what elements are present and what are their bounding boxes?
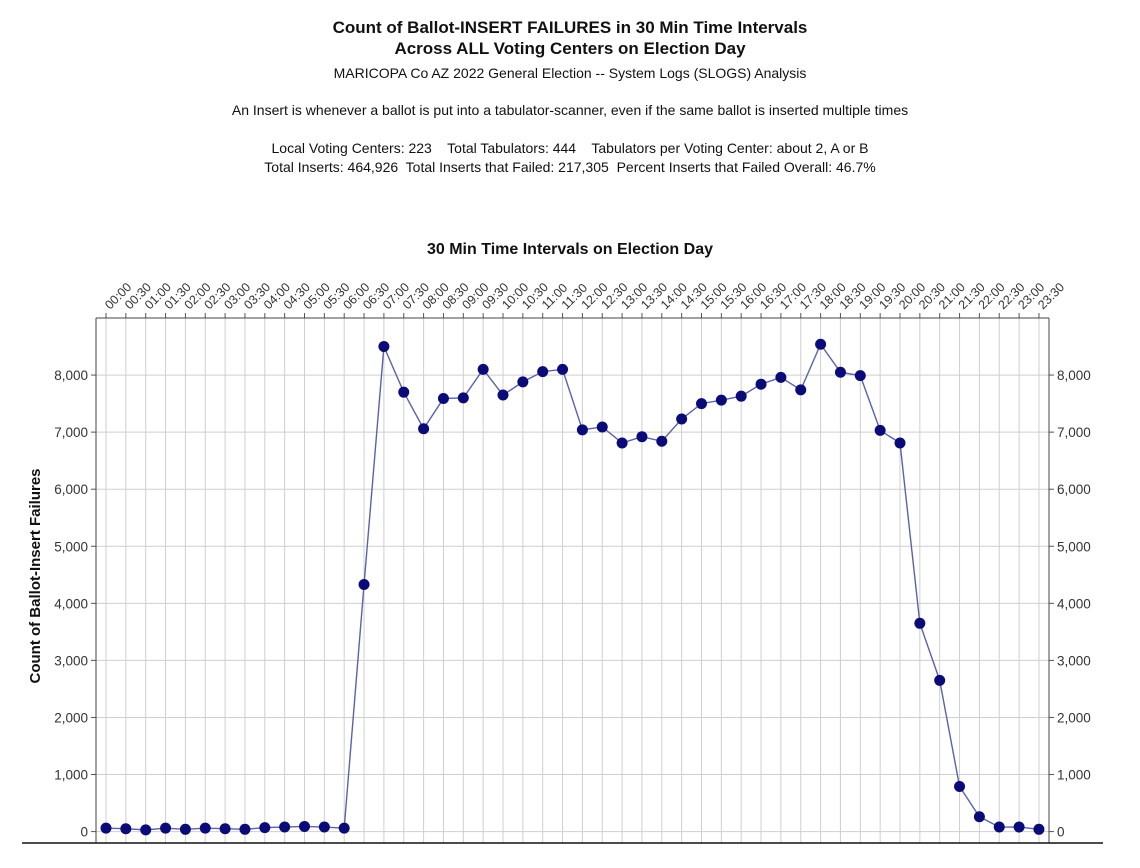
data-point xyxy=(398,386,410,398)
y-tick-label-left: 0 xyxy=(80,825,88,840)
y-tick-label-right: 3,000 xyxy=(1057,653,1091,668)
series-line xyxy=(105,342,1040,831)
data-point xyxy=(537,366,549,378)
data-point xyxy=(457,392,469,404)
data-point xyxy=(934,674,946,686)
data-point xyxy=(1013,821,1025,833)
data-point xyxy=(477,363,489,375)
chart-title-line-2: Across ALL Voting Centers on Election Da… xyxy=(394,39,746,58)
data-point xyxy=(735,390,747,402)
y-tick-label-right: 5,000 xyxy=(1057,539,1091,554)
y-tick-label-left: 6,000 xyxy=(54,482,88,497)
data-point xyxy=(140,824,152,836)
data-point xyxy=(120,823,132,835)
y-tick-label-left: 5,000 xyxy=(54,539,88,554)
data-point xyxy=(656,435,668,447)
stats-line-2: Total Inserts: 464,926 Total Inserts tha… xyxy=(264,159,876,175)
chart-subtitle: MARICOPA Co AZ 2022 General Election -- … xyxy=(333,65,807,81)
grid-lines xyxy=(96,318,1049,843)
data-point xyxy=(418,423,430,435)
data-point xyxy=(616,437,628,449)
data-point xyxy=(834,366,846,378)
data-point xyxy=(100,822,112,834)
data-point xyxy=(954,781,966,793)
data-point xyxy=(715,394,727,406)
data-point xyxy=(576,424,588,436)
y-tick-label-left: 8,000 xyxy=(54,368,88,383)
data-point xyxy=(239,823,251,835)
data-point xyxy=(160,822,172,834)
y-tick-label-left: 1,000 xyxy=(54,768,88,783)
stats-line-1: Local Voting Centers: 223 Total Tabulato… xyxy=(271,140,869,156)
data-point xyxy=(914,617,926,629)
data-point xyxy=(815,338,827,350)
y-tick-label-left: 7,000 xyxy=(54,425,88,440)
data-point xyxy=(219,823,231,835)
data-point xyxy=(973,811,985,823)
data-point xyxy=(775,371,787,383)
y-tick-label-right: 1,000 xyxy=(1057,768,1091,783)
data-point xyxy=(993,821,1005,833)
data-point xyxy=(318,821,330,833)
y-tick-label-right: 4,000 xyxy=(1057,596,1091,611)
data-point xyxy=(636,431,648,443)
y-tick-label-right: 7,000 xyxy=(1057,425,1091,440)
data-point xyxy=(437,392,449,404)
axes: 0 0 1,000 1,000 2,000 2,000 3,000 3,000 4,000 4,0… xyxy=(22,280,1103,844)
data-point xyxy=(199,822,211,834)
y-tick-label-right: 6,000 xyxy=(1057,482,1091,497)
data-point xyxy=(259,822,271,834)
insert-definition: An Insert is whenever a ballot is put in… xyxy=(231,102,909,118)
data-point xyxy=(557,363,569,375)
data-point xyxy=(299,820,310,832)
data-point xyxy=(497,389,509,401)
data-point xyxy=(894,437,906,449)
y-tick-label-left: 2,000 xyxy=(54,710,88,725)
data-point xyxy=(795,384,807,396)
data-point xyxy=(676,413,688,425)
data-point xyxy=(279,821,291,833)
y-axis-title: Count of Ballot-Insert Failures xyxy=(27,468,44,683)
y-tick-label-right: 2,000 xyxy=(1057,710,1091,725)
y-tick-label-left: 4,000 xyxy=(54,596,88,611)
y-tick-label-right: 8,000 xyxy=(1057,368,1091,383)
data-point xyxy=(1033,823,1045,835)
data-point xyxy=(596,421,608,433)
data-point xyxy=(378,341,390,353)
y-tick-label-left: 3,000 xyxy=(54,653,88,668)
data-point xyxy=(755,378,767,390)
data-point xyxy=(358,578,370,590)
data-point xyxy=(517,376,529,388)
data-point xyxy=(179,823,191,835)
data-point xyxy=(874,424,886,436)
series-failures xyxy=(100,338,1045,836)
y-tick-label-right: 0 xyxy=(1057,825,1065,840)
data-point xyxy=(338,822,350,834)
data-point xyxy=(854,370,866,382)
data-point xyxy=(696,398,707,410)
x-axis-title: 30 Min Time Intervals on Election Day xyxy=(426,241,713,258)
chart-title-line-1: Count of Ballot-INSERT FAILURES in 30 Mi… xyxy=(332,18,808,37)
